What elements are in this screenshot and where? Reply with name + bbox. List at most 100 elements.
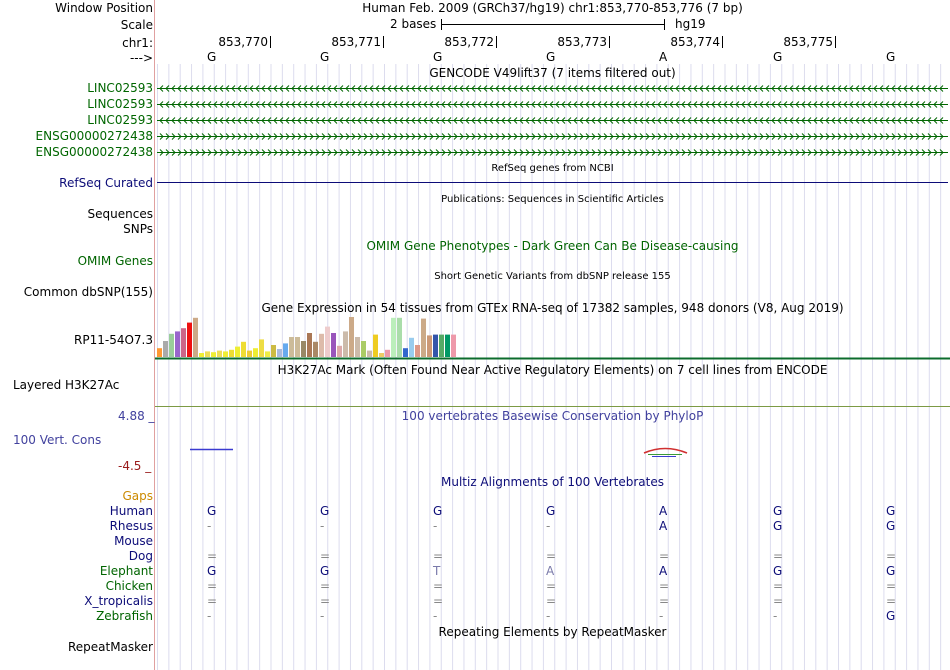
phylop-signal[interactable] — [190, 447, 688, 457]
gtex-tissue-bar[interactable] — [451, 334, 456, 357]
gtex-tissue-bar[interactable] — [235, 346, 240, 357]
dbsnp-label[interactable]: Common dbSNP(155) — [23, 285, 153, 299]
gtex-tissue-bar[interactable] — [415, 345, 420, 357]
gtex-bar-chart[interactable] — [157, 317, 456, 357]
gtex-tissue-bar[interactable] — [271, 345, 276, 357]
repeat-label[interactable]: RepeatMasker — [67, 640, 153, 654]
species-label[interactable]: Zebrafish — [96, 609, 153, 623]
gtex-tissue-bar[interactable] — [301, 341, 306, 357]
gtex-tissue-bar[interactable] — [265, 351, 270, 357]
omim-label[interactable]: OMIM Genes — [77, 254, 153, 268]
gtex-title: Gene Expression in 54 tissues from GTEx … — [261, 301, 844, 315]
gtex-tissue-bar[interactable] — [283, 343, 288, 357]
position-tick-label: 853,771 — [331, 35, 381, 49]
h3k27ac-title: H3K27Ac Mark (Often Found Near Active Re… — [277, 363, 828, 377]
base-ruler — [270, 19, 836, 48]
gtex-tissue-bar[interactable] — [343, 331, 348, 357]
gtex-tissue-bar[interactable] — [409, 337, 414, 357]
gtex-tissue-bar[interactable] — [187, 322, 192, 357]
gtex-tissue-bar[interactable] — [163, 341, 168, 357]
omim-title: OMIM Gene Phenotypes - Dark Green Can Be… — [366, 239, 739, 253]
gencode-item-label[interactable]: ENSG00000272438 — [35, 145, 153, 159]
species-label[interactable]: X_tropicalis — [84, 594, 153, 608]
gtex-tissue-bar[interactable] — [367, 350, 372, 357]
alignment-base: - — [433, 519, 438, 533]
alignment-base: G — [886, 609, 896, 623]
gtex-tissue-bar[interactable] — [319, 333, 324, 357]
gtex-tissue-bar[interactable] — [349, 317, 354, 357]
gtex-tissue-bar[interactable] — [289, 337, 294, 357]
species-label[interactable]: Dog — [128, 549, 153, 563]
alignment-base: G — [886, 519, 896, 533]
gtex-tissue-bar[interactable] — [307, 333, 312, 357]
gtex-tissue-bar[interactable] — [229, 349, 234, 357]
gencode-transcripts[interactable] — [157, 85, 948, 156]
alignment-base: - — [207, 519, 212, 533]
position-tick-label: 853,770 — [218, 35, 268, 49]
position-tick-label: 853,774 — [670, 35, 720, 49]
alignment-base: - — [659, 609, 664, 623]
alignment-base: G — [433, 504, 443, 518]
gtex-tissue-bar[interactable] — [325, 326, 330, 357]
gtex-tissue-bar[interactable] — [439, 334, 444, 357]
gtex-tissue-bar[interactable] — [313, 341, 318, 357]
gtex-tissue-bar[interactable] — [247, 350, 252, 357]
gtex-tissue-bar[interactable] — [373, 334, 378, 357]
gtex-tissue-bar[interactable] — [181, 328, 186, 357]
gtex-tissue-bar[interactable] — [421, 318, 426, 357]
alignment-base: = — [659, 579, 670, 593]
gtex-tissue-bar[interactable] — [385, 349, 390, 357]
gtex-tissue-bar[interactable] — [337, 345, 342, 357]
gtex-tissue-bar[interactable] — [193, 317, 198, 357]
gtex-tissue-bar[interactable] — [403, 348, 408, 357]
gtex-tissue-bar[interactable] — [397, 317, 402, 357]
gtex-tissue-bar[interactable] — [211, 352, 216, 357]
gtex-tissue-bar[interactable] — [169, 333, 174, 357]
phylop-label[interactable]: 100 Vert. Cons — [13, 433, 102, 447]
gtex-tissue-bar[interactable] — [433, 334, 438, 357]
gtex-tissue-bar[interactable] — [355, 337, 360, 357]
gtex-tissue-bar[interactable] — [157, 348, 162, 357]
sequences-label[interactable]: Sequences — [87, 207, 153, 221]
gtex-tissue-bar[interactable] — [427, 335, 432, 357]
alignment-base: - — [546, 519, 551, 533]
gtex-tissue-bar[interactable] — [331, 333, 336, 357]
gtex-tissue-bar[interactable] — [379, 353, 384, 357]
alignment-base: = — [320, 549, 331, 563]
gtex-tissue-bar[interactable] — [205, 351, 210, 357]
scale-text: 2 bases — [390, 17, 437, 31]
species-label[interactable]: Human — [109, 504, 153, 518]
gencode-item-label[interactable]: LINC02593 — [87, 113, 153, 127]
gtex-tissue-bar[interactable] — [361, 341, 366, 357]
species-label[interactable]: Mouse — [114, 534, 153, 548]
gtex-tissue-bar[interactable] — [253, 348, 258, 357]
gtex-tissue-bar[interactable] — [241, 341, 246, 357]
alignment-base: - — [320, 519, 325, 533]
alignment-base: - — [433, 609, 438, 623]
reference-base: A — [659, 50, 668, 64]
gencode-item-label[interactable]: LINC02593 — [87, 81, 153, 95]
species-label[interactable]: Rhesus — [109, 519, 153, 533]
multiz-title: Multiz Alignments of 100 Vertebrates — [440, 475, 665, 489]
refseq-label[interactable]: RefSeq Curated — [59, 176, 153, 190]
gtex-tissue-bar[interactable] — [223, 351, 228, 357]
gencode-item-label[interactable]: ENSG00000272438 — [35, 129, 153, 143]
gtex-tissue-bar[interactable] — [445, 334, 450, 357]
gtex-tissue-bar[interactable] — [391, 317, 396, 357]
species-label[interactable]: Chicken — [105, 579, 153, 593]
gtex-tissue-bar[interactable] — [199, 353, 204, 357]
gtex-tissue-bar[interactable] — [277, 349, 282, 357]
gaps-label[interactable]: Gaps — [122, 489, 153, 503]
alignment-base: = — [320, 594, 331, 608]
species-label[interactable]: Elephant — [99, 564, 153, 578]
gtex-tissue-bar[interactable] — [217, 350, 222, 357]
gencode-item-label[interactable]: LINC02593 — [87, 97, 153, 111]
gtex-tissue-bar[interactable] — [295, 337, 300, 357]
alignment-base: G — [886, 564, 896, 578]
snps-label[interactable]: SNPs — [123, 222, 153, 236]
gtex-tissue-bar[interactable] — [175, 331, 180, 357]
gtex-label[interactable]: RP11-54O7.3 — [74, 333, 153, 347]
gencode-strand-arrows — [159, 101, 944, 108]
h3k27ac-label[interactable]: Layered H3K27Ac — [13, 378, 120, 392]
gtex-tissue-bar[interactable] — [259, 339, 264, 357]
